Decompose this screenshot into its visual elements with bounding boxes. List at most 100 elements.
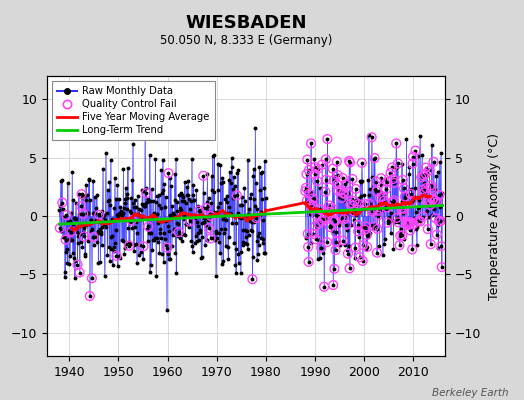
Point	[423, 226, 432, 232]
Point	[331, 218, 340, 224]
Point	[331, 247, 340, 253]
Point	[389, 197, 398, 204]
Point	[344, 250, 352, 257]
Point	[423, 199, 431, 205]
Point	[408, 160, 417, 167]
Point	[427, 185, 435, 191]
Point	[321, 188, 330, 195]
Point	[78, 191, 86, 198]
Point	[427, 241, 435, 247]
Point	[407, 191, 415, 197]
Point	[142, 190, 150, 196]
Point	[332, 238, 341, 245]
Point	[207, 213, 215, 219]
Point	[418, 187, 427, 193]
Point	[358, 258, 367, 264]
Point	[365, 201, 374, 207]
Point	[112, 253, 121, 259]
Point	[309, 231, 318, 237]
Point	[383, 204, 391, 210]
Point	[206, 235, 215, 242]
Point	[318, 162, 326, 168]
Point	[411, 147, 420, 154]
Point	[362, 223, 370, 230]
Point	[342, 222, 351, 228]
Point	[409, 221, 418, 227]
Point	[382, 186, 390, 192]
Point	[320, 284, 329, 290]
Point	[339, 190, 347, 196]
Point	[248, 276, 257, 282]
Point	[374, 212, 382, 219]
Point	[329, 166, 337, 172]
Point	[373, 250, 381, 256]
Point	[202, 205, 210, 211]
Point	[350, 198, 358, 204]
Point	[316, 206, 325, 212]
Point	[431, 215, 440, 222]
Point	[323, 136, 332, 142]
Point	[330, 266, 339, 272]
Point	[427, 182, 435, 188]
Point	[403, 219, 411, 225]
Point	[377, 175, 385, 182]
Point	[321, 214, 329, 221]
Point	[195, 207, 203, 214]
Point	[127, 217, 136, 224]
Point	[62, 212, 71, 218]
Point	[344, 190, 353, 196]
Legend: Raw Monthly Data, Quality Control Fail, Five Year Moving Average, Long-Term Tren: Raw Monthly Data, Quality Control Fail, …	[52, 81, 214, 140]
Point	[174, 229, 183, 235]
Point	[373, 226, 381, 232]
Point	[345, 265, 354, 272]
Point	[309, 195, 317, 202]
Point	[301, 188, 310, 194]
Point	[80, 233, 88, 240]
Point	[383, 179, 391, 185]
Point	[397, 205, 406, 212]
Point	[163, 244, 171, 251]
Point	[308, 206, 316, 212]
Point	[144, 223, 152, 230]
Point	[333, 172, 342, 178]
Point	[67, 228, 75, 235]
Point	[317, 244, 325, 251]
Point	[436, 218, 445, 224]
Point	[95, 212, 103, 218]
Point	[334, 187, 342, 194]
Point	[392, 215, 401, 221]
Point	[337, 187, 345, 194]
Point	[405, 222, 413, 228]
Point	[339, 238, 347, 244]
Point	[199, 173, 208, 179]
Point	[438, 264, 446, 270]
Point	[329, 282, 337, 288]
Point	[330, 177, 338, 184]
Point	[417, 174, 425, 180]
Point	[312, 212, 321, 218]
Point	[399, 210, 407, 217]
Point	[139, 243, 148, 250]
Point	[186, 218, 194, 225]
Point	[318, 218, 326, 224]
Point	[401, 194, 409, 200]
Point	[340, 216, 348, 222]
Point	[354, 201, 363, 207]
Point	[370, 155, 379, 161]
Point	[331, 217, 339, 224]
Point	[367, 134, 376, 140]
Point	[340, 190, 348, 197]
Point	[85, 293, 94, 299]
Point	[416, 218, 424, 225]
Point	[403, 222, 411, 228]
Point	[429, 158, 438, 165]
Point	[408, 198, 416, 204]
Point	[361, 226, 369, 233]
Point	[58, 199, 67, 206]
Point	[350, 208, 358, 215]
Point	[404, 220, 412, 226]
Point	[303, 156, 312, 163]
Point	[320, 210, 329, 216]
Point	[407, 219, 415, 226]
Point	[399, 177, 407, 183]
